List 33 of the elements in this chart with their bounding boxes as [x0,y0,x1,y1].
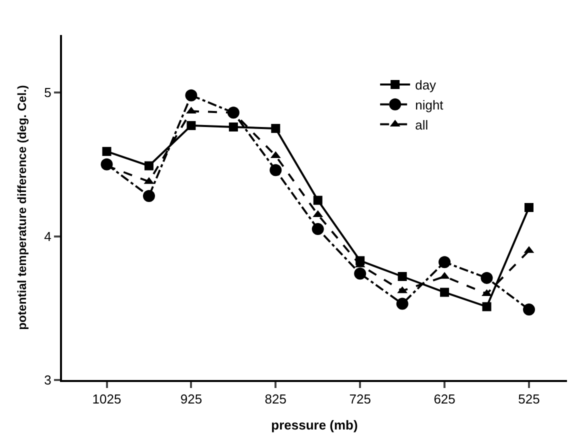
x-tick-label: 525 [518,392,540,407]
point [142,190,155,202]
point [270,164,282,176]
x-tick-label: 625 [434,392,456,407]
point [312,223,324,236]
point [144,161,154,170]
y-tick-label: 4 [44,228,52,244]
legend-label: all [415,117,428,132]
x-axis-title: pressure (mb) [271,418,358,433]
point [480,272,493,284]
legend-label: day [415,78,437,93]
x-tick-label: 1025 [92,392,122,407]
point [102,146,112,156]
point [524,203,534,212]
x-tick-label: 925 [180,392,202,407]
y-tick-label: 3 [44,372,52,388]
point [396,298,408,310]
point [398,272,407,281]
y-axis-title: potential temperature difference (deg. Cel.) [14,85,29,330]
x-tick-label: 725 [349,392,371,407]
point [354,268,366,280]
legend-label: night [415,97,444,112]
point [438,256,451,268]
point [313,196,322,205]
point [185,89,198,102]
y-tick-label: 5 [44,85,52,100]
point [271,124,280,133]
point [228,122,238,132]
point [440,288,450,297]
point [186,121,196,130]
point [523,304,535,316]
point [482,302,492,312]
x-tick-label: 825 [264,392,286,407]
